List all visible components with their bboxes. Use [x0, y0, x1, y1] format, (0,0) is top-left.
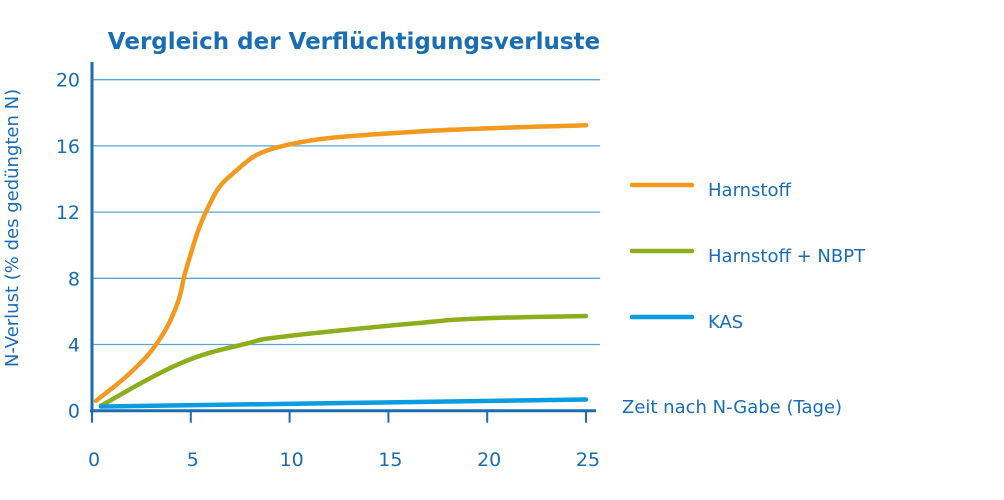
- x-tick-label: 0: [88, 449, 100, 471]
- tick-labels: 0 4 8 12 16 20 0 5 10 15 20 25: [56, 70, 600, 471]
- x-tick-label: 5: [187, 449, 199, 471]
- chart-title: Vergleich der Verflüchtigungsverluste: [108, 29, 600, 55]
- series-line-2: [98, 397, 589, 409]
- y-tick-label: 4: [68, 335, 80, 357]
- legend-label: Harnstoff: [708, 180, 792, 201]
- y-tick-label: 0: [68, 401, 80, 423]
- x-tick-label: 20: [477, 449, 501, 471]
- legend-label: Harnstoff + NBPT: [708, 246, 866, 267]
- legend-label: KAS: [708, 312, 743, 333]
- x-axis-label: Zeit nach N-Gabe (Tage): [622, 397, 842, 418]
- series-lines: [93, 122, 589, 409]
- y-axis-label: N-Verlust (% des gedüngten N): [2, 89, 23, 367]
- axes: [90, 62, 596, 423]
- y-tick-label: 8: [68, 268, 80, 290]
- x-tick-label: 10: [280, 449, 304, 471]
- y-tick-label: 12: [56, 202, 80, 224]
- x-tick-label: 25: [576, 449, 600, 471]
- y-tick-label: 16: [56, 136, 80, 158]
- gridlines: [92, 79, 600, 346]
- legend: Harnstoff Harnstoff + NBPT KAS: [629, 180, 866, 333]
- series-line-1: [98, 313, 589, 408]
- y-tick-label: 20: [56, 70, 80, 92]
- series-line-0: [93, 122, 589, 404]
- x-tick-label: 15: [378, 449, 402, 471]
